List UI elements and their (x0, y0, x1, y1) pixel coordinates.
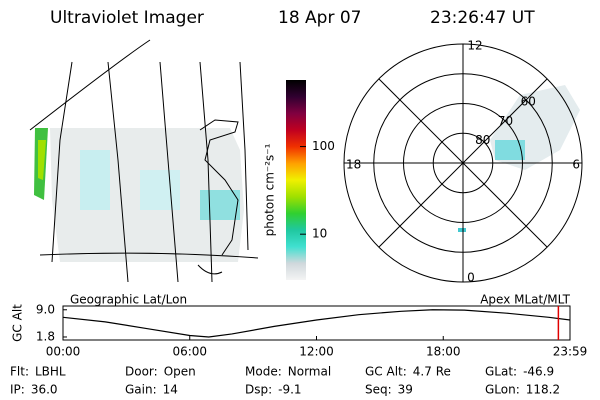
limb-glow (38, 140, 46, 180)
field-label: Dsp: (245, 383, 272, 397)
image-patch (495, 140, 525, 160)
polar-image (458, 85, 580, 232)
map-image (29, 39, 259, 283)
altitude-ylabel: GC Alt (11, 304, 25, 342)
field-label: Mode: (245, 365, 282, 379)
polar-lat-ring (373, 73, 553, 253)
field-value: 36.0 (31, 383, 58, 397)
field-label: Door: (125, 365, 158, 379)
title: Ultraviolet Imager (50, 8, 204, 28)
polar-mlt-label: 18 (346, 158, 361, 172)
field-value: 39 (398, 383, 413, 397)
field-label: Seq: (365, 383, 392, 397)
x-tick-label: 23:59 (553, 345, 588, 359)
time: 23:26:47 UT (430, 8, 535, 28)
field-label: GLat: (485, 365, 517, 379)
field-label: Gain: (125, 383, 157, 397)
polar-label: Apex MLat/MLT (480, 293, 570, 307)
x-tick-label: 18:00 (426, 345, 461, 359)
polar-lat-label: 70 (498, 114, 513, 128)
colorbar (286, 80, 306, 280)
colorbar-label: photon cm⁻²s⁻¹ (263, 143, 277, 236)
polar-lat-ring (432, 132, 494, 194)
polar-mlt-label: 12 (467, 39, 482, 53)
field-value: 118.2 (526, 383, 560, 397)
x-tick-label: 00:00 (46, 345, 81, 359)
x-tick-label: 06:00 (172, 345, 207, 359)
y-tick-label: 1.8 (36, 329, 55, 343)
image-patch (458, 228, 466, 232)
field-value: Normal (288, 365, 331, 379)
polar-mlt-label: 6 (572, 158, 580, 172)
field-value: Open (164, 365, 196, 379)
field-label: GLon: (485, 383, 520, 397)
field-label: Flt: (10, 365, 29, 379)
graticule (29, 39, 259, 283)
field-value: -9.1 (278, 383, 301, 397)
altitude-line (62, 309, 571, 338)
polar-mlt-label: 0 (467, 271, 475, 285)
y-tick-label: 9.0 (36, 302, 55, 316)
colorbar-tick-label: 100 (312, 139, 335, 153)
polar-lat-label: 80 (475, 133, 490, 147)
polar-lat-ring (403, 103, 523, 223)
image-patch (80, 150, 110, 210)
field-value: LBHL (35, 365, 66, 379)
image-patch (140, 170, 180, 210)
polar-lat-label: 60 (521, 95, 536, 109)
colorbar-tick-label: 10 (312, 227, 327, 241)
field-label: GC Alt: (365, 365, 407, 379)
x-tick-label: 12:00 (299, 345, 334, 359)
altitude-frame (62, 305, 571, 341)
field-value: 4.7 Re (413, 365, 451, 379)
image-patch (200, 190, 240, 220)
field-value: 14 (163, 383, 178, 397)
map-label: Geographic Lat/Lon (70, 293, 187, 307)
field-value: -46.9 (523, 365, 554, 379)
field-label: IP: (10, 383, 25, 397)
date: 18 Apr 07 (278, 8, 361, 28)
